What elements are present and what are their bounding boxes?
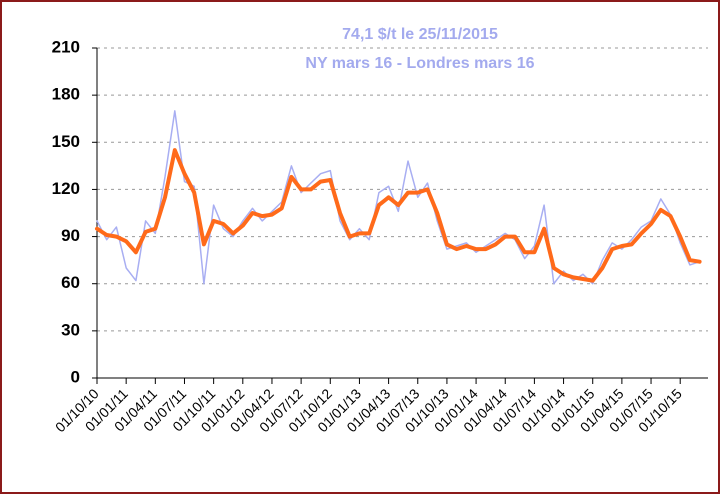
y-tick-label: 210 — [52, 37, 80, 56]
chart-title: 74,1 $/t le 25/11/2015 — [342, 26, 498, 43]
y-tick-label: 60 — [61, 273, 80, 292]
chart-subtitle: NY mars 16 - Londres mars 16 — [305, 55, 534, 72]
y-tick-label: 0 — [71, 367, 80, 386]
y-tick-label: 30 — [61, 320, 80, 339]
series-line — [95, 148, 702, 283]
y-tick-label: 120 — [52, 179, 80, 198]
y-tick-label: 150 — [52, 132, 80, 151]
y-tick-label: 90 — [61, 226, 80, 245]
y-tick-label: 180 — [52, 85, 80, 104]
